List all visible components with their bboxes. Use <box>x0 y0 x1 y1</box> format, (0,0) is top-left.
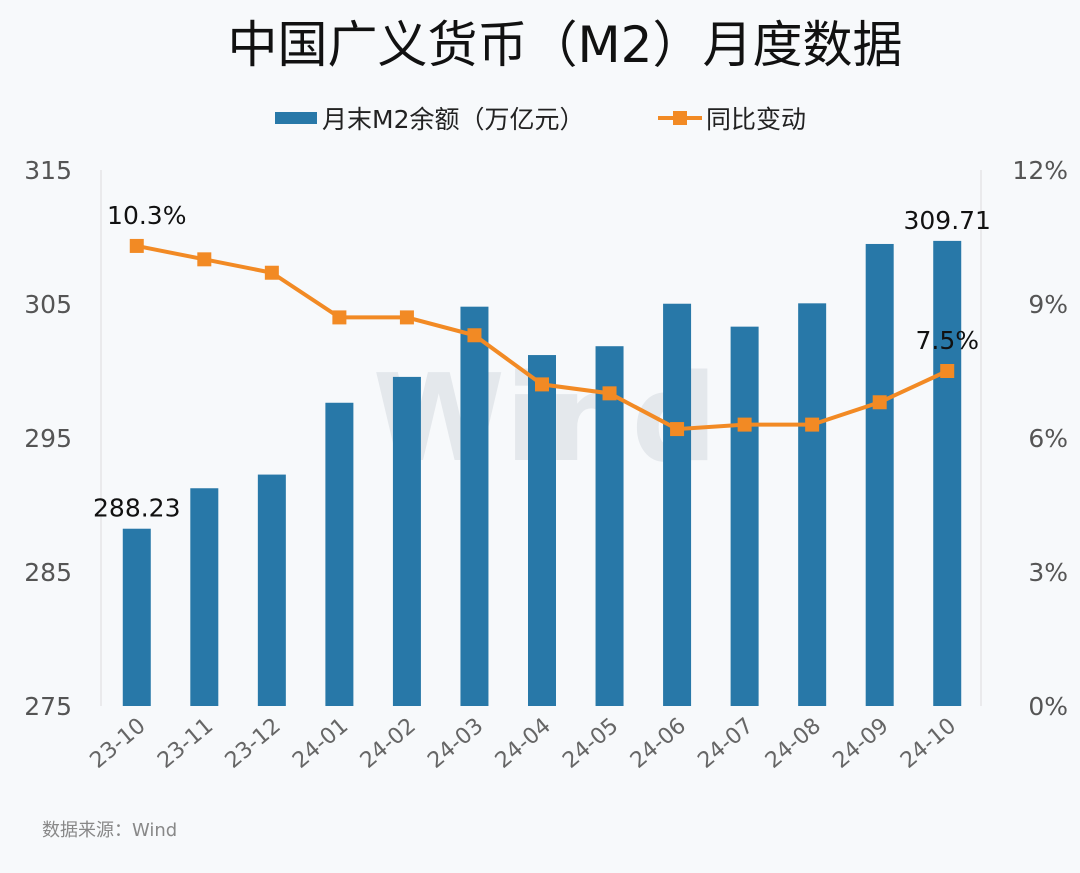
right-tick: 6% <box>1028 424 1068 453</box>
bar-24-03 <box>460 306 489 706</box>
data-label: 10.3% <box>107 201 186 230</box>
yoy-marker-24-08 <box>805 417 820 432</box>
legend-line-marker <box>673 111 687 125</box>
x-tick: 24-02 <box>356 713 421 773</box>
yoy-marker-24-09 <box>872 395 887 410</box>
yoy-marker-23-10 <box>129 238 144 253</box>
left-tick: 285 <box>24 558 72 587</box>
data-label: 309.71 <box>903 206 990 235</box>
data-label: 288.23 <box>93 494 180 523</box>
legend-bar-label: 月末M2余额（万亿元） <box>322 105 584 134</box>
bar-24-01 <box>325 402 354 706</box>
bar-24-08 <box>798 303 827 706</box>
legend-line-label: 同比变动 <box>706 105 806 134</box>
legend-bar-swatch <box>275 112 317 124</box>
x-tick: 24-01 <box>288 713 353 773</box>
x-tick: 24-04 <box>491 713 556 773</box>
x-tick: 24-05 <box>558 713 623 773</box>
x-tick: 23-11 <box>153 713 218 773</box>
x-tick: 24-03 <box>423 713 488 773</box>
left-tick: 305 <box>24 290 72 319</box>
yoy-marker-24-03 <box>467 328 482 343</box>
yoy-marker-24-06 <box>670 422 685 437</box>
right-tick: 0% <box>1028 692 1068 721</box>
bar-23-10 <box>122 528 151 706</box>
yoy-marker-24-07 <box>737 417 752 432</box>
yoy-marker-24-10 <box>940 364 955 378</box>
source-note: 数据来源：Wind <box>42 820 177 841</box>
yoy-marker-23-11 <box>197 252 212 267</box>
x-tick: 24-07 <box>693 713 758 773</box>
x-tick: 24-09 <box>829 713 894 773</box>
left-tick: 315 <box>24 156 72 185</box>
x-tick: 23-12 <box>221 713 286 773</box>
left-tick: 275 <box>24 692 72 721</box>
right-tick: 12% <box>1012 156 1068 185</box>
bar-24-04 <box>528 355 556 706</box>
x-tick: 24-08 <box>761 713 826 773</box>
yoy-marker-23-12 <box>264 265 279 280</box>
x-tick: 24-06 <box>626 713 691 773</box>
chart-title: 中国广义货币（M2）月度数据 <box>228 16 903 74</box>
right-tick: 3% <box>1028 558 1068 587</box>
yoy-marker-24-04 <box>535 377 549 392</box>
bar-24-07 <box>730 326 759 706</box>
bar-24-02 <box>392 376 421 706</box>
legend: 月末M2余额（万亿元） 同比变动 <box>275 105 806 134</box>
left-tick: 295 <box>24 424 72 453</box>
bar-23-12 <box>257 474 286 706</box>
yoy-marker-24-01 <box>332 310 347 325</box>
bar-24-09 <box>865 243 894 706</box>
yoy-marker-24-02 <box>399 310 414 325</box>
right-tick: 9% <box>1028 290 1068 319</box>
bar-24-05 <box>595 346 624 706</box>
x-tick: 24-10 <box>896 713 961 773</box>
yoy-marker-24-05 <box>602 386 617 401</box>
x-tick: 23-10 <box>86 713 151 773</box>
bar-24-06 <box>663 303 692 706</box>
data-label: 7.5% <box>915 326 979 355</box>
bar-24-10 <box>933 240 962 707</box>
bar-23-11 <box>190 488 219 706</box>
